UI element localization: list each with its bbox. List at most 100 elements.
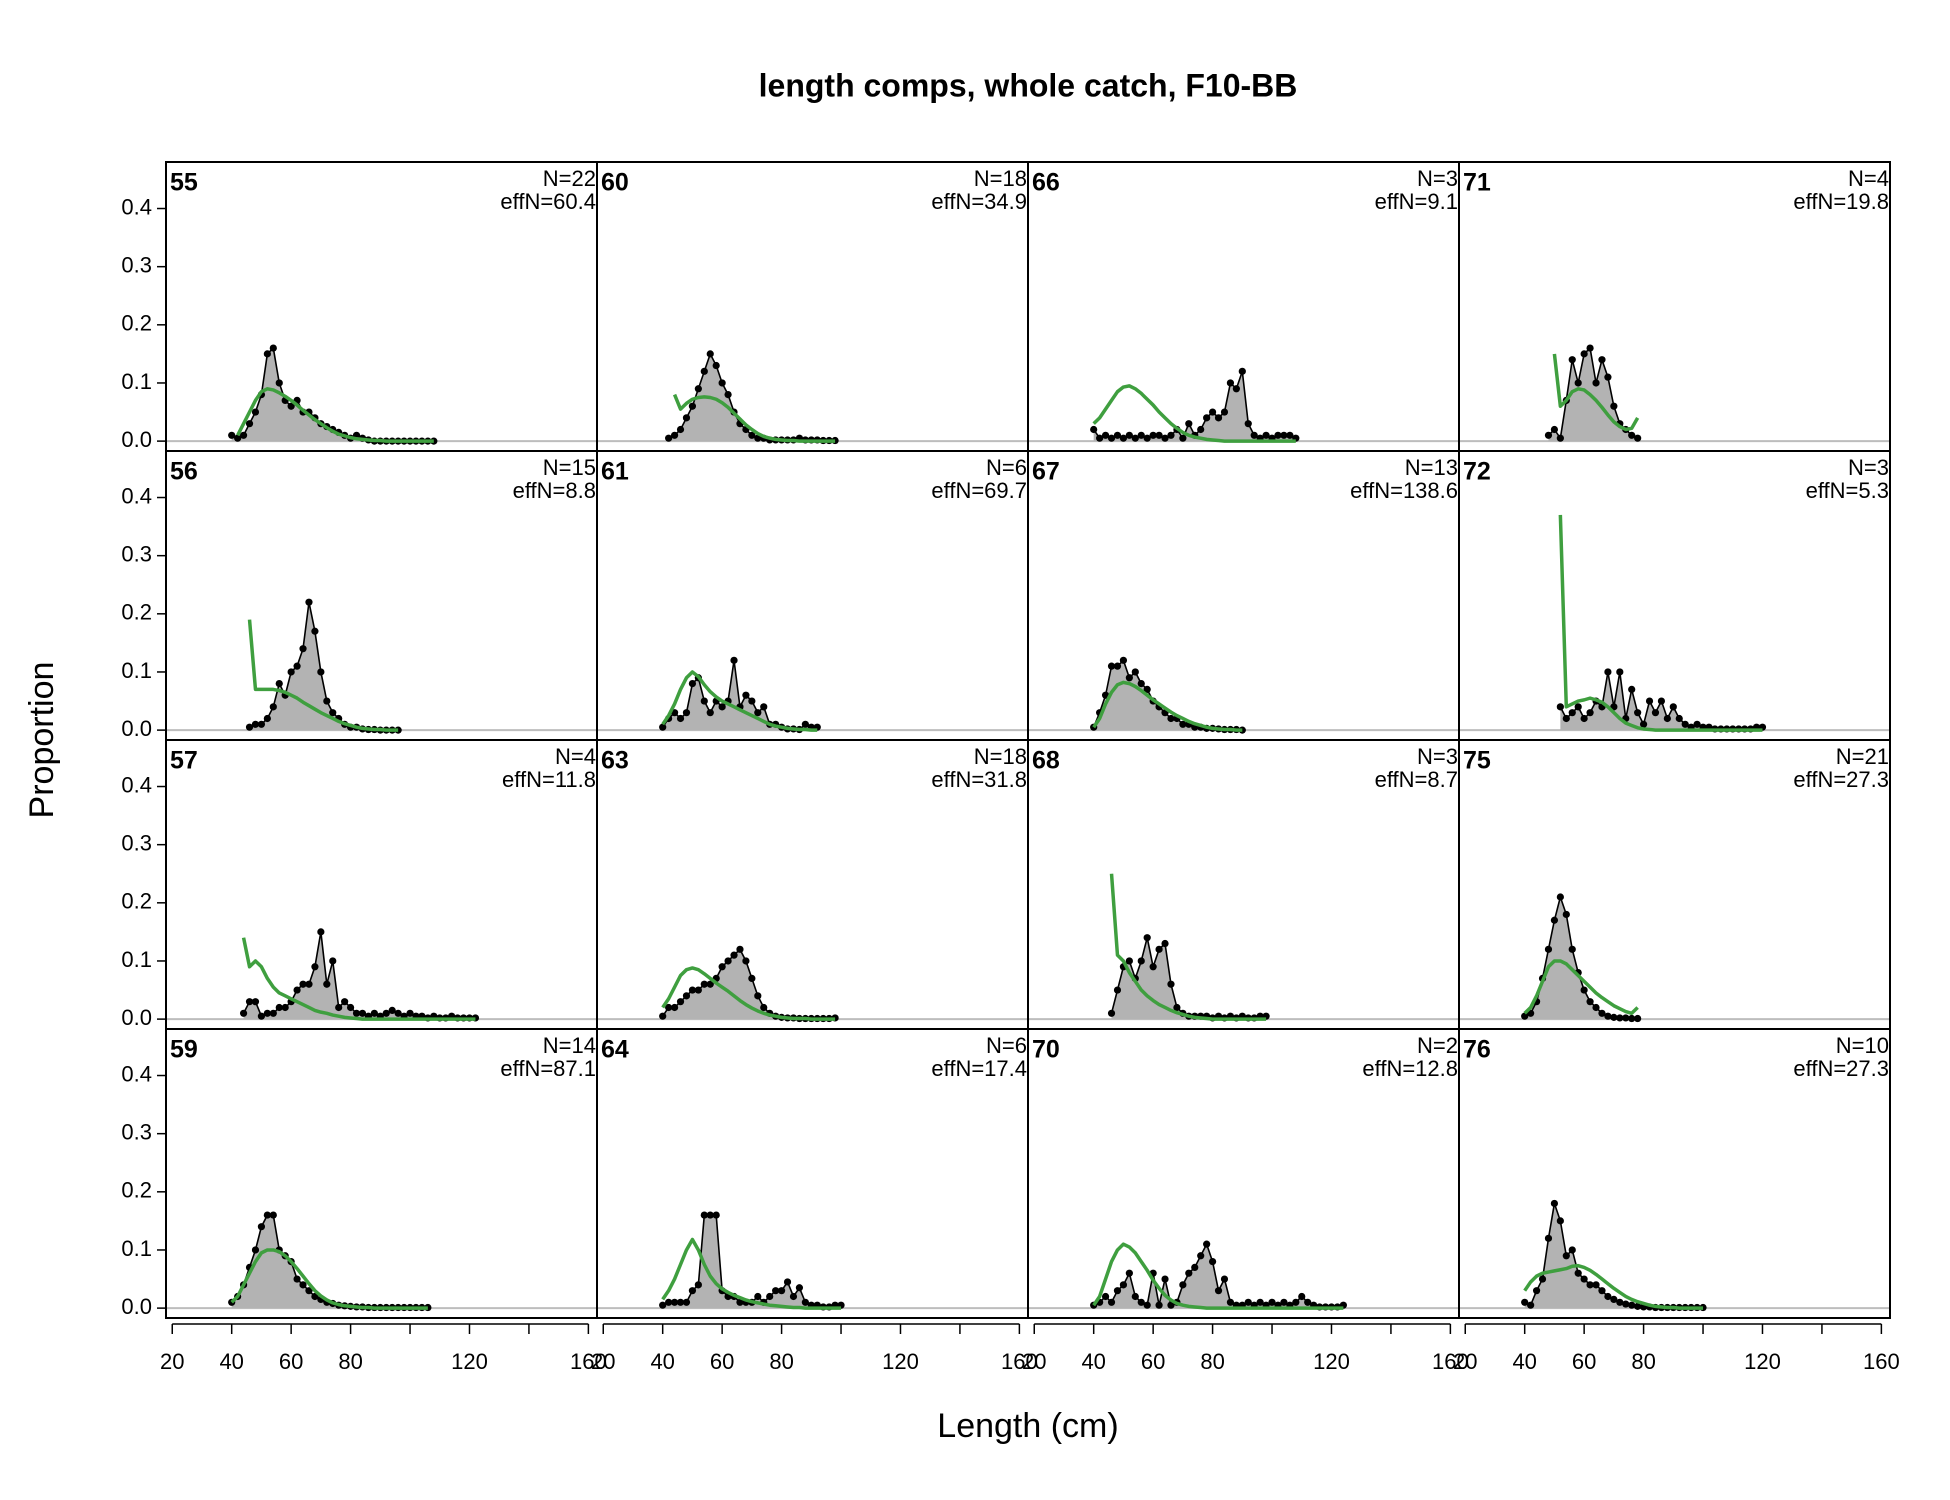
observed-point	[311, 627, 319, 635]
effn-label: effN=12.8	[1362, 1056, 1458, 1081]
observed-point	[1574, 379, 1582, 387]
n-label: N=4	[555, 744, 596, 769]
observed-point	[1155, 945, 1163, 953]
observed-point	[1107, 662, 1116, 670]
observed-point	[700, 697, 708, 705]
panel-label: 68	[1032, 747, 1060, 775]
observed-point	[694, 385, 702, 393]
observed-point	[251, 998, 260, 1006]
effn-label: effN=17.4	[931, 1056, 1027, 1081]
observed-point	[801, 720, 809, 728]
expected-line	[1552, 353, 1640, 432]
observed-point	[1250, 431, 1258, 439]
observed-point	[682, 709, 691, 717]
observed-point	[754, 434, 762, 442]
x-tick-label: 40	[219, 1349, 243, 1374]
observed-point	[1113, 662, 1122, 670]
observed-point	[1292, 1298, 1300, 1306]
observed-point	[1592, 379, 1600, 387]
observed-point	[299, 645, 307, 653]
observed-point	[1149, 431, 1157, 439]
observed-point	[665, 434, 673, 442]
observed-point	[1634, 709, 1642, 717]
observed-point	[1268, 1298, 1276, 1306]
observed-point	[1244, 420, 1252, 428]
x-tick-label: 80	[1200, 1349, 1224, 1374]
observed-point	[1562, 714, 1570, 723]
panel-label: 57	[170, 747, 198, 775]
x-tick-label: 20	[591, 1349, 615, 1374]
observed-point	[1592, 1003, 1600, 1012]
n-label: N=13	[1405, 455, 1458, 480]
observed-point	[352, 1009, 361, 1017]
observed-point	[665, 1298, 673, 1306]
observed-point	[251, 408, 260, 416]
observed-point	[1586, 998, 1594, 1006]
observed-point	[1119, 1281, 1128, 1289]
observed-point	[275, 1003, 283, 1012]
observed-point	[382, 1009, 390, 1017]
observed-point	[766, 1292, 774, 1301]
observed-point	[358, 1009, 367, 1017]
observed-point	[251, 720, 260, 728]
observed-point	[730, 656, 738, 664]
observed-point	[1179, 434, 1187, 442]
observed-point	[1544, 431, 1553, 439]
panel-label: 60	[601, 169, 629, 197]
observed-point	[665, 1003, 673, 1012]
x-tick-label: 40	[650, 1349, 674, 1374]
panel-label: 75	[1463, 747, 1491, 775]
expected-line	[1092, 1242, 1344, 1310]
observed-point	[1556, 1217, 1564, 1225]
y-tick-label: 0.1	[121, 947, 152, 972]
effn-label: effN=27.3	[1793, 1056, 1889, 1081]
n-label: N=22	[543, 166, 596, 191]
observed-point	[712, 1211, 720, 1219]
effn-label: effN=8.8	[513, 478, 596, 503]
observed-point	[1238, 367, 1246, 375]
observed-point	[1125, 674, 1133, 682]
observed-point	[718, 963, 726, 971]
observed-point	[299, 980, 307, 988]
observed-point	[1226, 1298, 1235, 1306]
observed-point	[1131, 1292, 1139, 1301]
observed-area	[662, 1215, 842, 1309]
observed-point	[1298, 1292, 1306, 1301]
observed-point	[234, 434, 242, 442]
observed-point	[257, 1223, 266, 1231]
observed-point	[1538, 1275, 1547, 1283]
observed-point	[1628, 685, 1636, 694]
effn-label: effN=138.6	[1350, 478, 1458, 503]
observed-point	[730, 951, 738, 959]
panel-label: 55	[170, 169, 198, 197]
observed-point	[239, 1009, 248, 1017]
y-tick-label: 0.3	[121, 830, 152, 855]
observed-point	[760, 1003, 768, 1012]
observed-point	[1256, 1298, 1264, 1306]
observed-point	[754, 1292, 762, 1301]
panel-label: 76	[1463, 1036, 1491, 1064]
observed-point	[1167, 431, 1175, 439]
panel-label: 71	[1463, 169, 1491, 197]
y-tick-label: 0.4	[121, 772, 152, 797]
observed-point	[1161, 434, 1169, 442]
observed-area	[668, 353, 836, 442]
observed-point	[1550, 916, 1559, 924]
observed-point	[1628, 431, 1636, 439]
observed-point	[706, 350, 714, 358]
observed-point	[269, 703, 277, 711]
n-label: N=6	[986, 1033, 1027, 1058]
observed-point	[335, 1003, 343, 1012]
observed-point	[1628, 1301, 1636, 1309]
observed-point	[789, 1292, 798, 1301]
observed-point	[1101, 1292, 1110, 1301]
observed-point	[1214, 414, 1223, 422]
observed-point	[1161, 1275, 1169, 1283]
effn-label: effN=87.1	[500, 1056, 596, 1081]
observed-point	[1191, 1263, 1199, 1272]
observed-area	[231, 348, 434, 442]
observed-point	[760, 703, 768, 711]
observed-point	[251, 1246, 260, 1254]
observed-point	[1556, 893, 1564, 901]
observed-point	[682, 992, 691, 1000]
